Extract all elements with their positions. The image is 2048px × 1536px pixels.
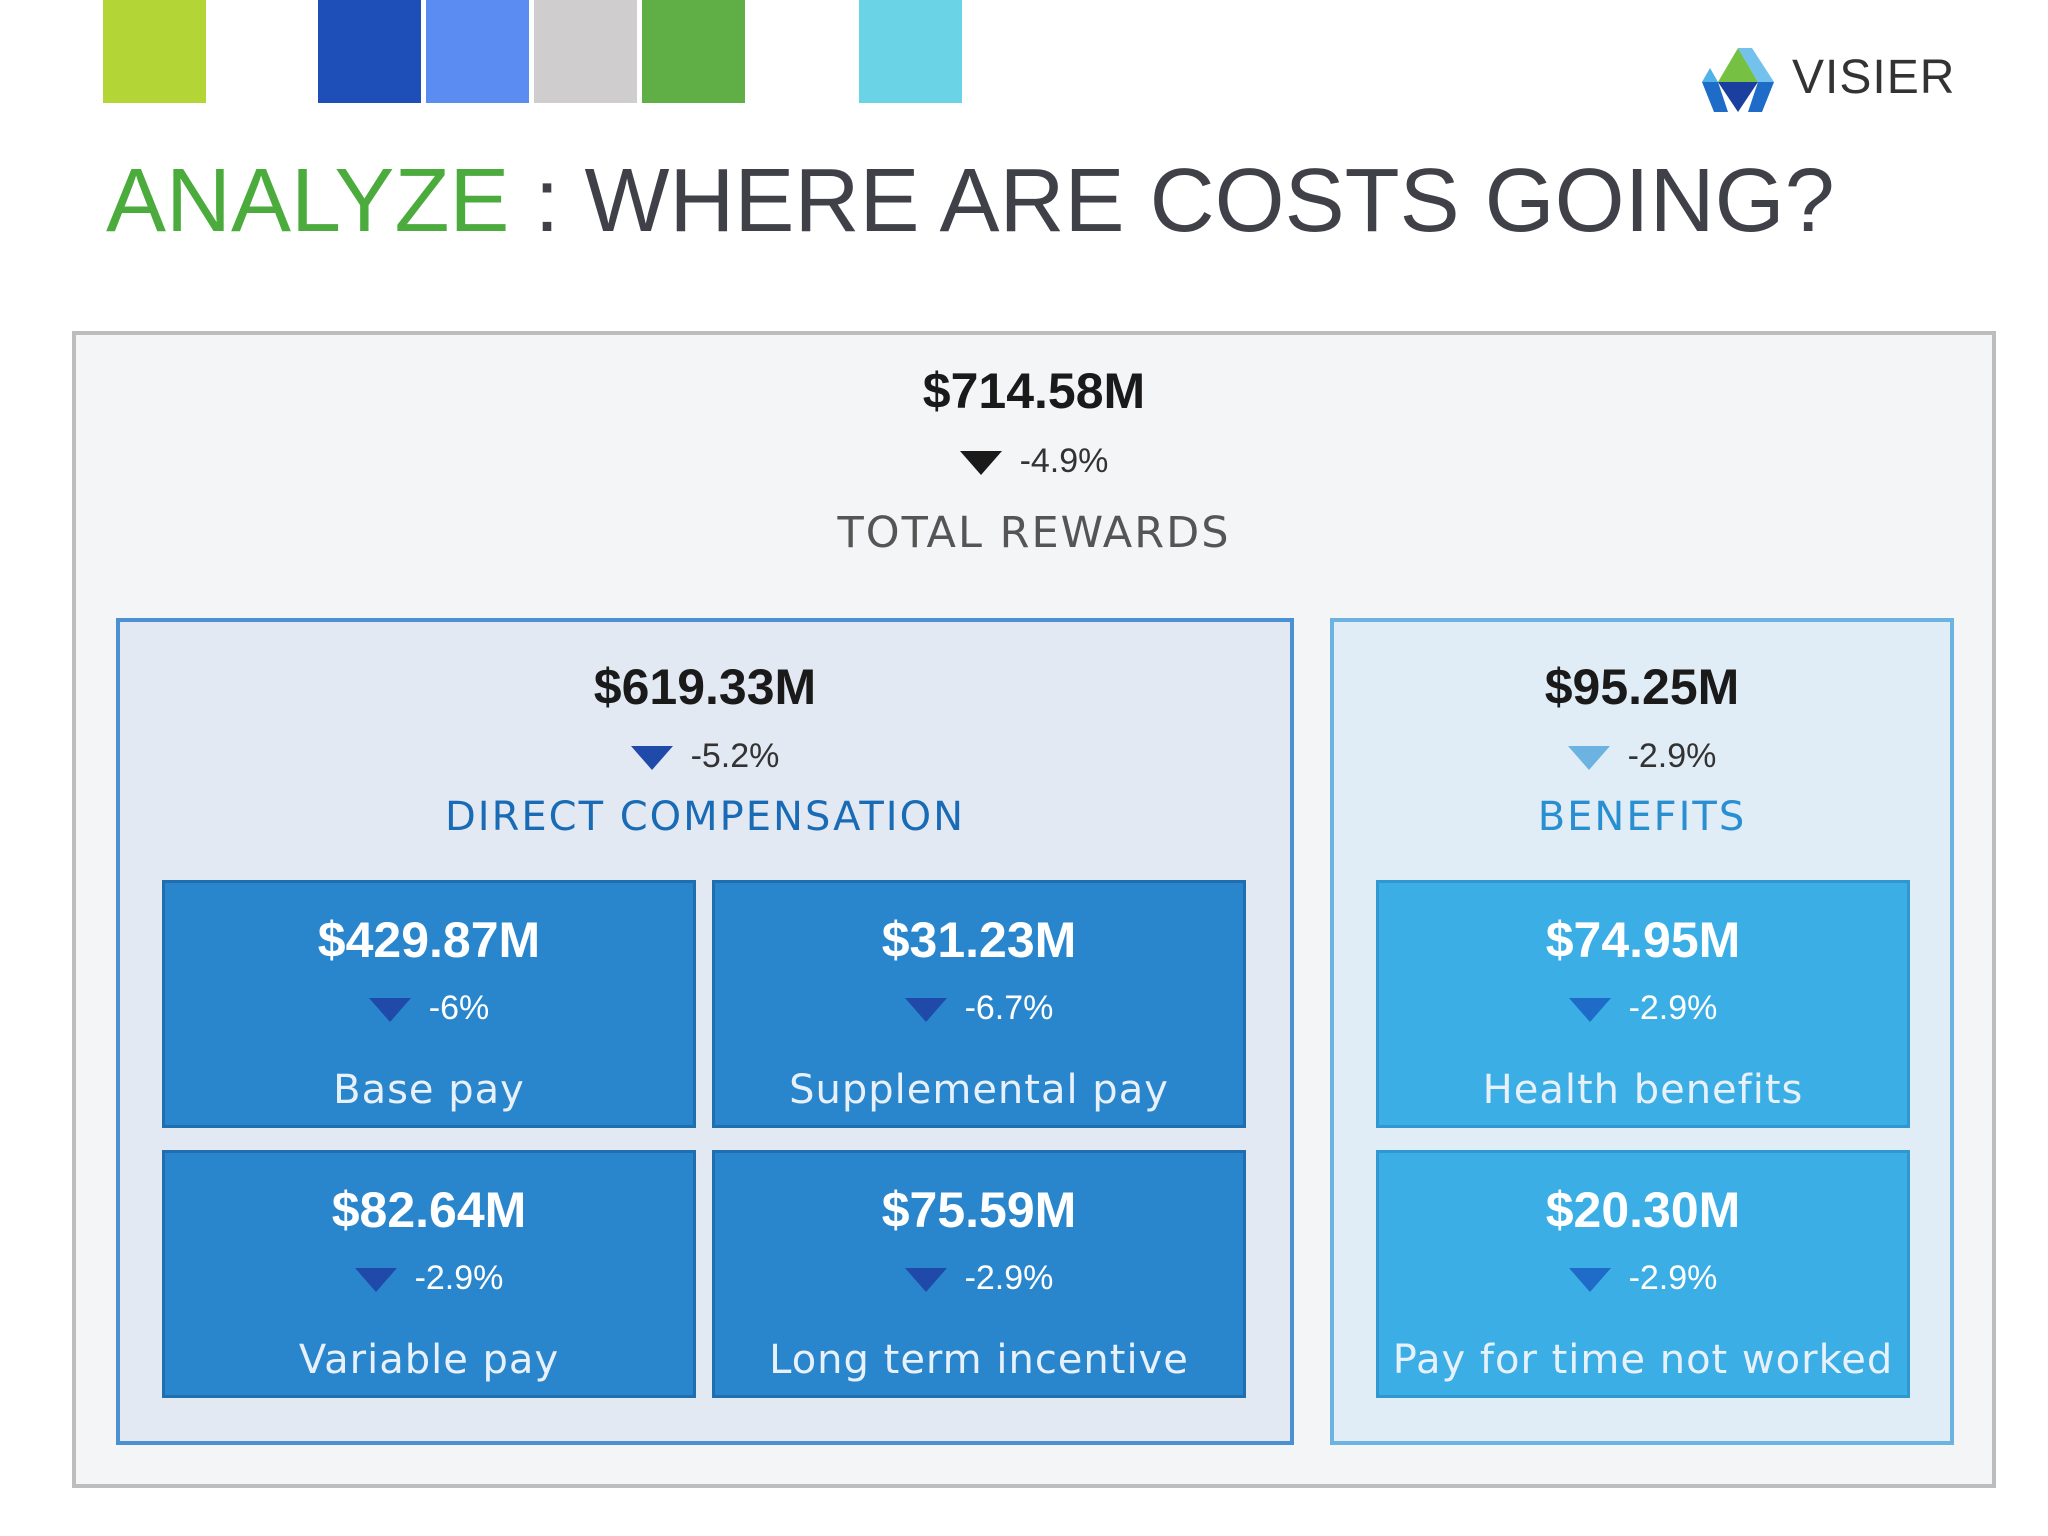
color-swatch-3 xyxy=(426,0,529,103)
down-triangle-icon xyxy=(1568,998,1611,1023)
direct-compensation-label: DIRECT COMPENSATION xyxy=(444,794,965,840)
down-triangle-icon xyxy=(354,1268,397,1293)
direct-compensation-delta: -5.2% xyxy=(120,737,1290,776)
down-triangle-icon xyxy=(368,998,411,1023)
color-swatch-6 xyxy=(859,0,962,103)
down-triangle-icon xyxy=(1568,1268,1611,1293)
tile-label: Variable pay xyxy=(298,1337,560,1383)
color-swatch-4 xyxy=(534,0,637,103)
color-swatch-5 xyxy=(642,0,745,103)
tile-delta: -6% xyxy=(165,989,693,1028)
visier-logo-text: VISIER xyxy=(1792,51,1956,104)
tile-delta: -2.9% xyxy=(1379,1259,1907,1298)
tile-pay-for-time-not-worked[interactable]: $20.30M -2.9% Pay for time not worked xyxy=(1376,1150,1910,1398)
tile-delta: -6.7% xyxy=(715,989,1243,1028)
tile-label: Pay for time not worked xyxy=(1392,1337,1894,1383)
total-rewards-value: $714.58M xyxy=(922,363,1146,419)
tile-value: $75.59M xyxy=(881,1182,1077,1238)
page-title: ANALYZE : WHERE ARE COSTS GOING? xyxy=(106,150,1835,253)
tile-delta-text: -6.7% xyxy=(964,989,1054,1027)
total-rewards-delta: -4.9% xyxy=(0,442,2048,481)
title-rest: : WHERE ARE COSTS GOING? xyxy=(509,151,1835,251)
color-swatch-2 xyxy=(318,0,421,103)
tile-label: Health benefits xyxy=(1482,1067,1804,1113)
total-rewards-label: TOTAL REWARDS xyxy=(837,508,1231,558)
tile-value: $31.23M xyxy=(881,912,1077,968)
down-triangle-icon xyxy=(1567,746,1610,771)
direct-compensation-group[interactable]: $619.33M -5.2% DIRECT COMPENSATION $429.… xyxy=(116,618,1294,1445)
benefits-delta: -2.9% xyxy=(1334,737,1950,776)
tile-label: Long term incentive xyxy=(769,1337,1189,1383)
title-highlight: ANALYZE xyxy=(106,151,510,251)
tile-value: $20.30M xyxy=(1545,1182,1741,1238)
tile-variable-pay[interactable]: $82.64M -2.9% Variable pay xyxy=(162,1150,696,1398)
tile-base-pay[interactable]: $429.87M -6% Base pay xyxy=(162,880,696,1128)
benefits-label: BENEFITS xyxy=(1537,794,1747,840)
down-triangle-icon xyxy=(904,1268,947,1293)
tile-label: Supplemental pay xyxy=(789,1067,1169,1113)
down-triangle-icon xyxy=(904,998,947,1023)
tile-delta-text: -2.9% xyxy=(1628,989,1718,1027)
down-triangle-icon xyxy=(630,746,673,771)
tile-value: $82.64M xyxy=(331,1182,527,1238)
tile-value: $429.87M xyxy=(317,912,541,968)
tile-label: Base pay xyxy=(333,1067,525,1113)
direct-compensation-delta-text: -5.2% xyxy=(690,737,780,775)
tile-delta-text: -6% xyxy=(428,989,490,1027)
tile-delta-text: -2.9% xyxy=(964,1259,1054,1297)
title-bar xyxy=(96,125,1856,295)
tile-value: $74.95M xyxy=(1545,912,1741,968)
direct-compensation-value: $619.33M xyxy=(593,659,817,715)
visier-logo-icon xyxy=(1702,48,1774,112)
down-triangle-icon xyxy=(959,451,1002,476)
tile-health-benefits[interactable]: $74.95M -2.9% Health benefits xyxy=(1376,880,1910,1128)
total-rewards-delta-text: -4.9% xyxy=(1019,442,1109,480)
benefits-delta-text: -2.9% xyxy=(1627,737,1717,775)
benefits-group[interactable]: $95.25M -2.9% BENEFITS $74.95M -2.9% Hea… xyxy=(1330,618,1954,1445)
tile-supplemental-pay[interactable]: $31.23M -6.7% Supplemental pay xyxy=(712,880,1246,1128)
tile-long-term-incentive[interactable]: $75.59M -2.9% Long term incentive xyxy=(712,1150,1246,1398)
tile-delta-text: -2.9% xyxy=(1628,1259,1718,1297)
benefits-value: $95.25M xyxy=(1544,659,1740,715)
tile-delta: -2.9% xyxy=(715,1259,1243,1298)
color-swatch-1 xyxy=(103,0,206,103)
tile-delta: -2.9% xyxy=(1379,989,1907,1028)
tile-delta: -2.9% xyxy=(165,1259,693,1298)
tile-delta-text: -2.9% xyxy=(414,1259,504,1297)
